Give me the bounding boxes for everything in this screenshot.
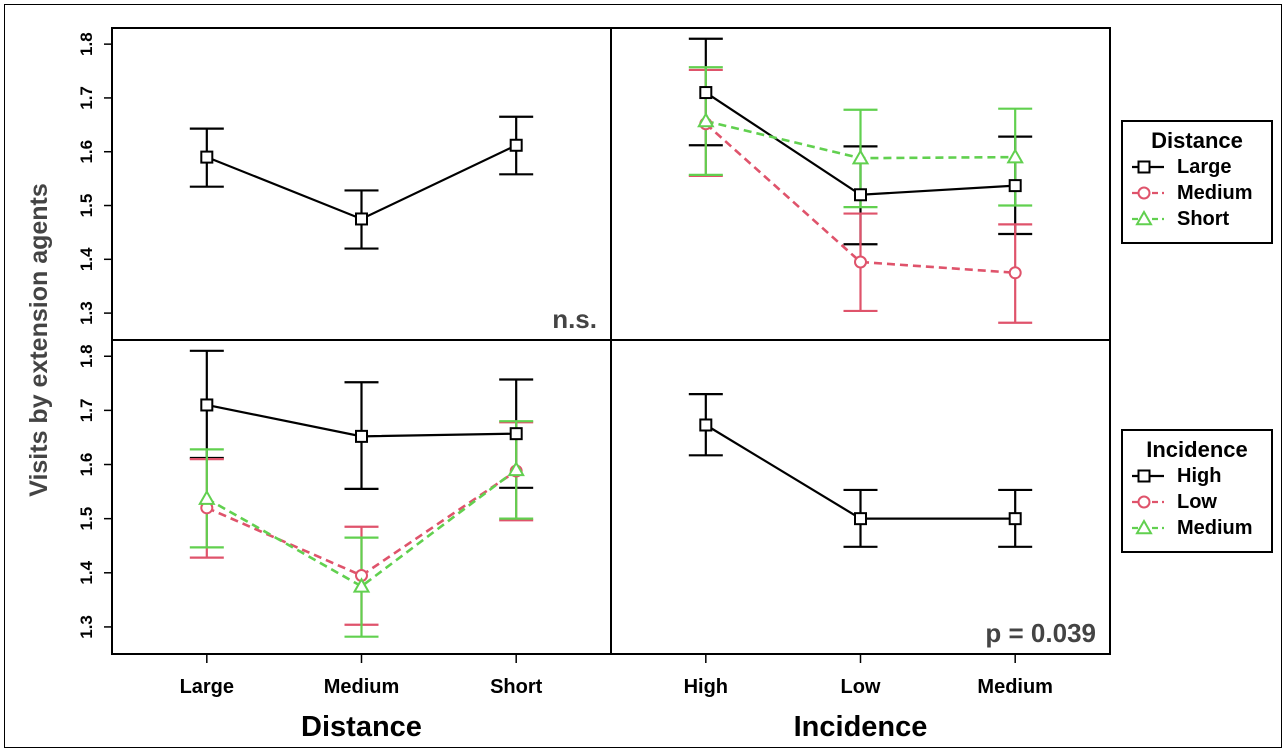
y-tick-label: 1.4	[77, 247, 96, 271]
data-point-square	[200, 150, 214, 164]
y-tick-label: 1.6	[77, 453, 96, 477]
legend-marker-square	[1137, 160, 1151, 174]
legend-entry-label: Medium	[1177, 182, 1253, 204]
data-point-square	[355, 429, 368, 443]
data-point-triangle	[1006, 148, 1024, 164]
y-tick-label: 1.4	[77, 560, 96, 584]
y-tick-label: 1.7	[77, 399, 96, 423]
series-line	[206, 469, 517, 577]
data-point-triangle	[352, 577, 371, 593]
panel-incidence-by-distance	[688, 37, 1033, 324]
legend-entry-label: Low	[1177, 491, 1217, 513]
legend-distance: Distance Large Medium Short	[1121, 120, 1273, 244]
y-axis-label: Visits by extension agents	[25, 183, 53, 497]
figure-frame	[4, 4, 1282, 748]
panel-incidence-main: p = 0.039	[688, 393, 1096, 648]
legend-marker-circle	[1137, 495, 1151, 509]
legend-title: Distance	[1151, 128, 1243, 153]
legend-marker-circle	[1137, 186, 1151, 200]
y-tick-label: 1.5	[77, 507, 96, 531]
data-point-circle	[1008, 266, 1022, 280]
y-tick-label: 1.7	[77, 86, 96, 110]
data-point-square	[509, 427, 523, 441]
y-tick-label: 1.8	[77, 344, 96, 368]
legend-marker-triangle	[1135, 518, 1153, 535]
y-tick-label: 1.5	[77, 194, 96, 218]
legend-entry-label: Large	[1177, 156, 1231, 178]
x-tick-label: Medium	[977, 676, 1053, 698]
x-tick-label: Short	[490, 676, 543, 698]
legend-marker-square	[1137, 469, 1151, 483]
legend-title: Incidence	[1146, 437, 1247, 462]
data-point-triangle	[697, 112, 715, 128]
y-tick-label: 1.6	[77, 140, 96, 164]
x-tick-label: Medium	[324, 676, 400, 698]
legend-entry-label: Medium	[1177, 517, 1253, 539]
data-point-triangle	[507, 460, 525, 477]
panel-annotation: p = 0.039	[985, 618, 1096, 648]
x-axis-label: Incidence	[794, 711, 928, 743]
series-line	[206, 468, 517, 588]
data-point-square	[854, 512, 867, 526]
data-point-square	[699, 418, 713, 432]
x-tick-label: Large	[180, 676, 234, 698]
data-point-square	[1008, 512, 1022, 526]
panel-annotation: n.s.	[552, 304, 597, 334]
legend-marker-triangle	[1135, 209, 1153, 226]
series-line	[704, 122, 1016, 275]
data-point-square	[355, 212, 368, 226]
data-point-circle	[854, 255, 867, 269]
x-tick-label: High	[684, 676, 728, 698]
panel-frame	[111, 27, 612, 341]
x-tick-label: Low	[841, 676, 881, 698]
panel-distance-by-incidence	[189, 349, 534, 638]
legend-incidence: Incidence High Low Medium	[1121, 429, 1273, 553]
data-point-square	[854, 188, 867, 202]
legend-entry-label: Short	[1177, 208, 1230, 230]
data-point-square	[699, 86, 713, 100]
y-tick-label: 1.3	[77, 615, 96, 639]
data-point-square	[1008, 179, 1022, 193]
data-point-square	[509, 138, 523, 152]
data-point-square	[200, 398, 214, 412]
y-tick-label: 1.3	[77, 301, 96, 325]
data-point-triangle	[198, 489, 216, 505]
legend-entry-label: High	[1177, 465, 1221, 487]
panel-distance-main: n.s.	[189, 115, 597, 334]
x-axis-label: Distance	[301, 711, 422, 743]
y-tick-label: 1.8	[77, 32, 96, 56]
data-point-triangle	[851, 149, 870, 165]
